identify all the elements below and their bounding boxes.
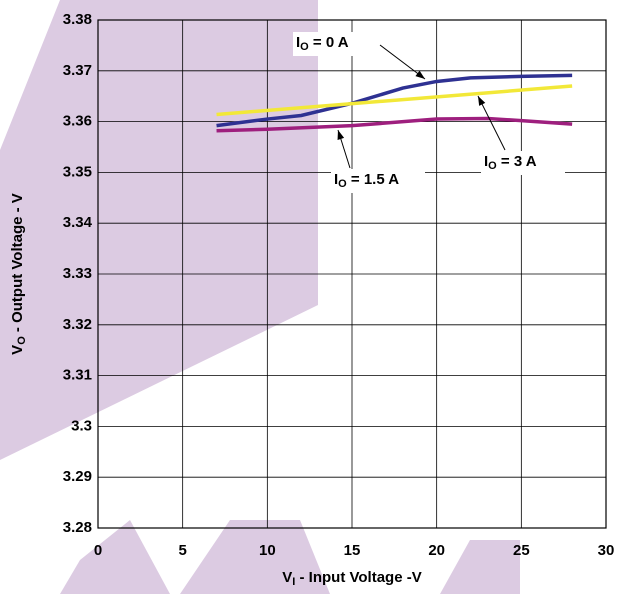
y-tick-label: 3.29 xyxy=(63,468,92,485)
legend-label-main: I xyxy=(334,171,338,188)
legend-label: IO = 1.5 A xyxy=(334,171,399,190)
y-tick-label: 3.32 xyxy=(63,316,92,333)
legend-label-main: I xyxy=(296,34,300,51)
x-axis-label-rest: - Input Voltage -V xyxy=(295,569,421,586)
annotation-arrowhead xyxy=(478,96,486,106)
x-tick-label: 10 xyxy=(259,542,276,559)
y-tick-label: 3.35 xyxy=(63,163,92,180)
y-tick-label: 3.33 xyxy=(63,265,92,282)
legend-label-main: I xyxy=(484,153,488,170)
legend-label: IO = 3 A xyxy=(484,153,537,172)
x-axis-label-main: V xyxy=(282,569,292,586)
annotation-arrowhead xyxy=(415,70,425,79)
y-tick-label: 3.38 xyxy=(63,11,92,28)
x-tick-label: 30 xyxy=(598,542,615,559)
x-axis-label-sub: I xyxy=(292,576,295,588)
legend-label: IO = 0 A xyxy=(296,34,349,53)
x-tick-label: 0 xyxy=(94,542,102,559)
series-line xyxy=(216,84,573,117)
annotation-arrowhead xyxy=(337,130,345,140)
x-tick-label: 5 xyxy=(178,542,186,559)
y-axis-label: VO - Output Voltage - V xyxy=(9,193,28,355)
y-tick-label: 3.34 xyxy=(63,214,93,231)
y-tick-label: 3.3 xyxy=(71,417,92,434)
annotation-arrow xyxy=(379,44,426,80)
y-axis-label-main: V xyxy=(9,345,26,355)
annotation-box xyxy=(331,169,425,193)
y-tick-label: 3.37 xyxy=(63,62,92,79)
y-tick-label: 3.31 xyxy=(63,367,92,384)
series-line xyxy=(216,73,573,128)
legend-label-rest: = 1.5 A xyxy=(347,171,400,188)
y-axis-label-sub: O xyxy=(16,336,28,345)
y-tick-label: 3.36 xyxy=(63,113,92,130)
x-tick-label: 15 xyxy=(344,542,361,559)
watermark xyxy=(0,0,520,594)
x-axis-label: VI - Input Voltage -V xyxy=(282,569,421,588)
annotation-box xyxy=(481,151,565,175)
annotation-arrow xyxy=(477,95,506,151)
legend-label-rest: = 3 A xyxy=(497,153,537,170)
annotation-box xyxy=(293,32,377,56)
x-tick-label: 20 xyxy=(428,542,445,559)
series-line xyxy=(216,116,573,133)
y-axis-label-rest: - Output Voltage - V xyxy=(9,193,26,336)
legend-label-sub: O xyxy=(488,160,497,172)
x-tick-label: 25 xyxy=(513,542,530,559)
legend-label-rest: = 0 A xyxy=(309,34,349,51)
legend-label-sub: O xyxy=(300,41,309,53)
y-tick-label: 3.28 xyxy=(63,519,92,536)
legend-label-sub: O xyxy=(338,178,347,190)
